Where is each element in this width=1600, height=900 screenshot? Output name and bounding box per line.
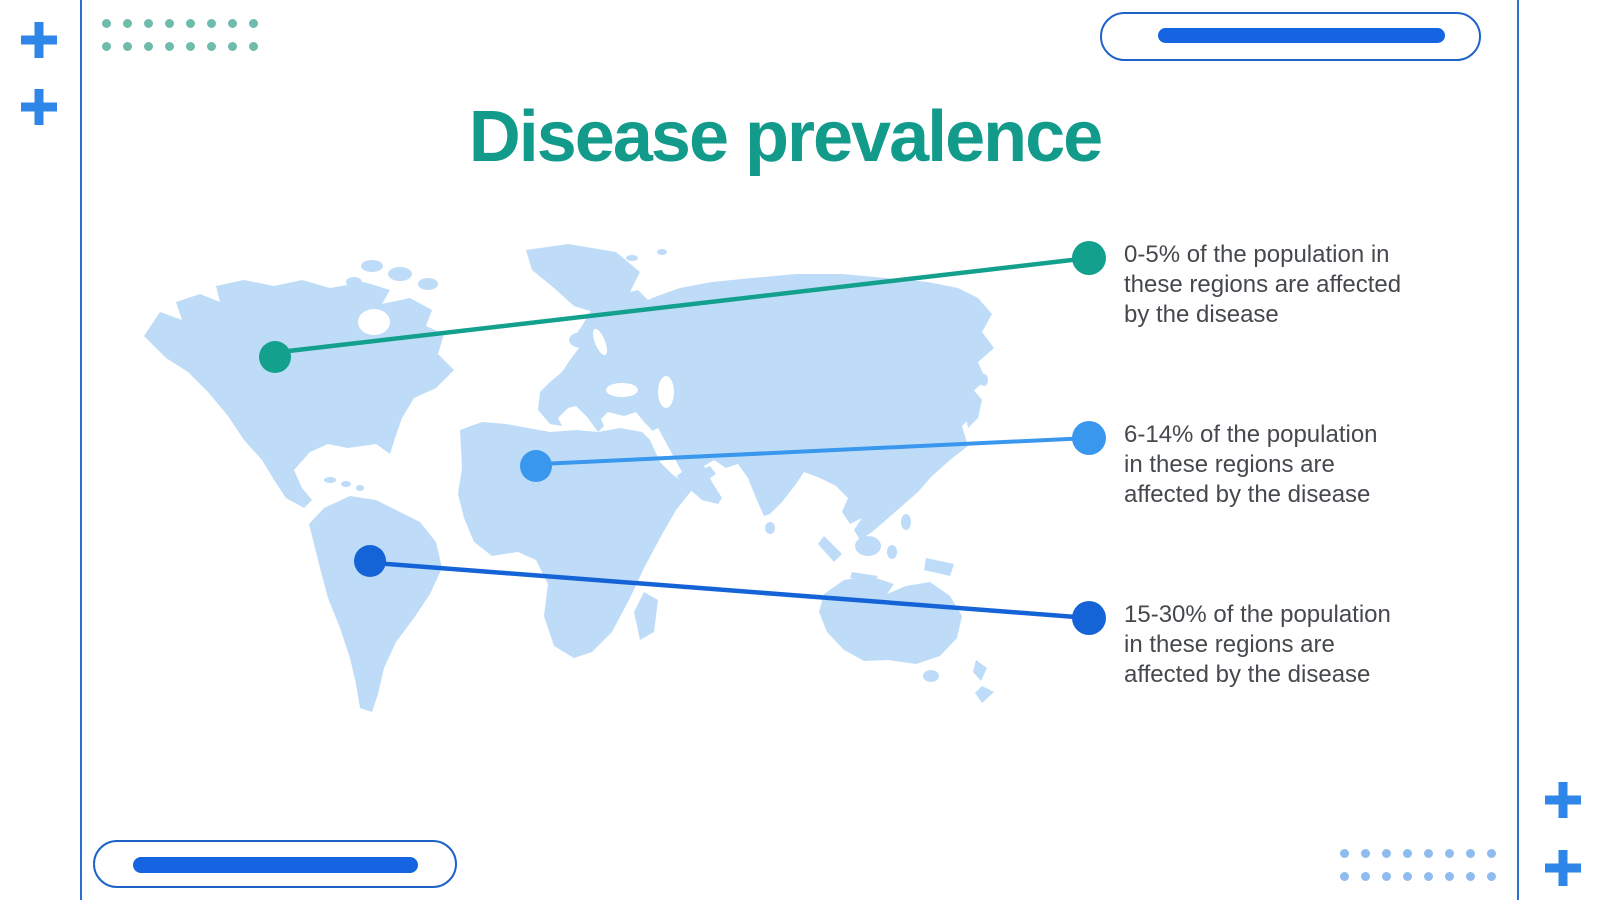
dot [123, 42, 132, 51]
dot [1382, 849, 1391, 858]
dot [1340, 849, 1349, 858]
dot [1361, 872, 1370, 881]
dot [228, 19, 237, 28]
continent-north-america [144, 280, 454, 508]
capsule-bar-top-right [1158, 28, 1445, 43]
dot [165, 42, 174, 51]
dot [207, 19, 216, 28]
continent-south-america [309, 496, 442, 712]
plus-icon [1545, 782, 1581, 818]
madagascar [634, 592, 658, 640]
caspian-sea [658, 376, 674, 408]
callout-1-text: 0-5% of the population in these regions … [1124, 241, 1402, 328]
dot [144, 42, 153, 51]
dot [249, 42, 258, 51]
callout-2-text: 6-14% of the population in these regions… [1124, 421, 1378, 508]
black-sea [606, 383, 638, 397]
dot [1466, 849, 1475, 858]
dot [1403, 849, 1412, 858]
callout-dot-1 [1072, 241, 1106, 275]
callout-2: 6-14% of the population in these regions… [1124, 420, 1464, 510]
oceania-islands [923, 660, 994, 703]
callout-3: 15-30% of the population in these region… [1124, 600, 1464, 690]
dot [102, 42, 111, 51]
dot [1424, 872, 1433, 881]
plus-icon [21, 22, 57, 58]
dot-grid-top-left [102, 19, 258, 51]
japan [965, 374, 988, 428]
right-frame-line [1517, 0, 1519, 900]
dot [165, 19, 174, 28]
dot [207, 42, 216, 51]
dot [249, 19, 258, 28]
dot [1361, 849, 1370, 858]
dot [1445, 872, 1454, 881]
callout-dot-3 [1072, 601, 1106, 635]
dot [123, 19, 132, 28]
dot [1340, 872, 1349, 881]
dot [1487, 872, 1496, 881]
dot [1382, 872, 1391, 881]
dot [1424, 849, 1433, 858]
dot [228, 42, 237, 51]
callout-1: 0-5% of the population in these regions … [1124, 240, 1464, 330]
dot [144, 19, 153, 28]
world-map [144, 244, 994, 712]
caribbean-islands [324, 477, 364, 491]
dot [1445, 849, 1454, 858]
title-wrap: Disease prevalence [90, 96, 1480, 178]
dot [186, 19, 195, 28]
capsule-bar-bottom-left [133, 857, 418, 873]
plus-icon [21, 89, 57, 125]
slide-title: Disease prevalence [468, 97, 1103, 177]
left-frame-line [80, 0, 82, 900]
dot-grid-bottom-right [1340, 849, 1496, 881]
dot [1403, 872, 1412, 881]
dot [102, 19, 111, 28]
dot [1466, 872, 1475, 881]
callout-3-text: 15-30% of the population in these region… [1124, 601, 1391, 688]
continent-australia [819, 576, 962, 664]
dot [186, 42, 195, 51]
hudson-bay [358, 309, 390, 335]
dot [1487, 849, 1496, 858]
callout-dot-2 [1072, 421, 1106, 455]
plus-icon [1545, 850, 1581, 886]
